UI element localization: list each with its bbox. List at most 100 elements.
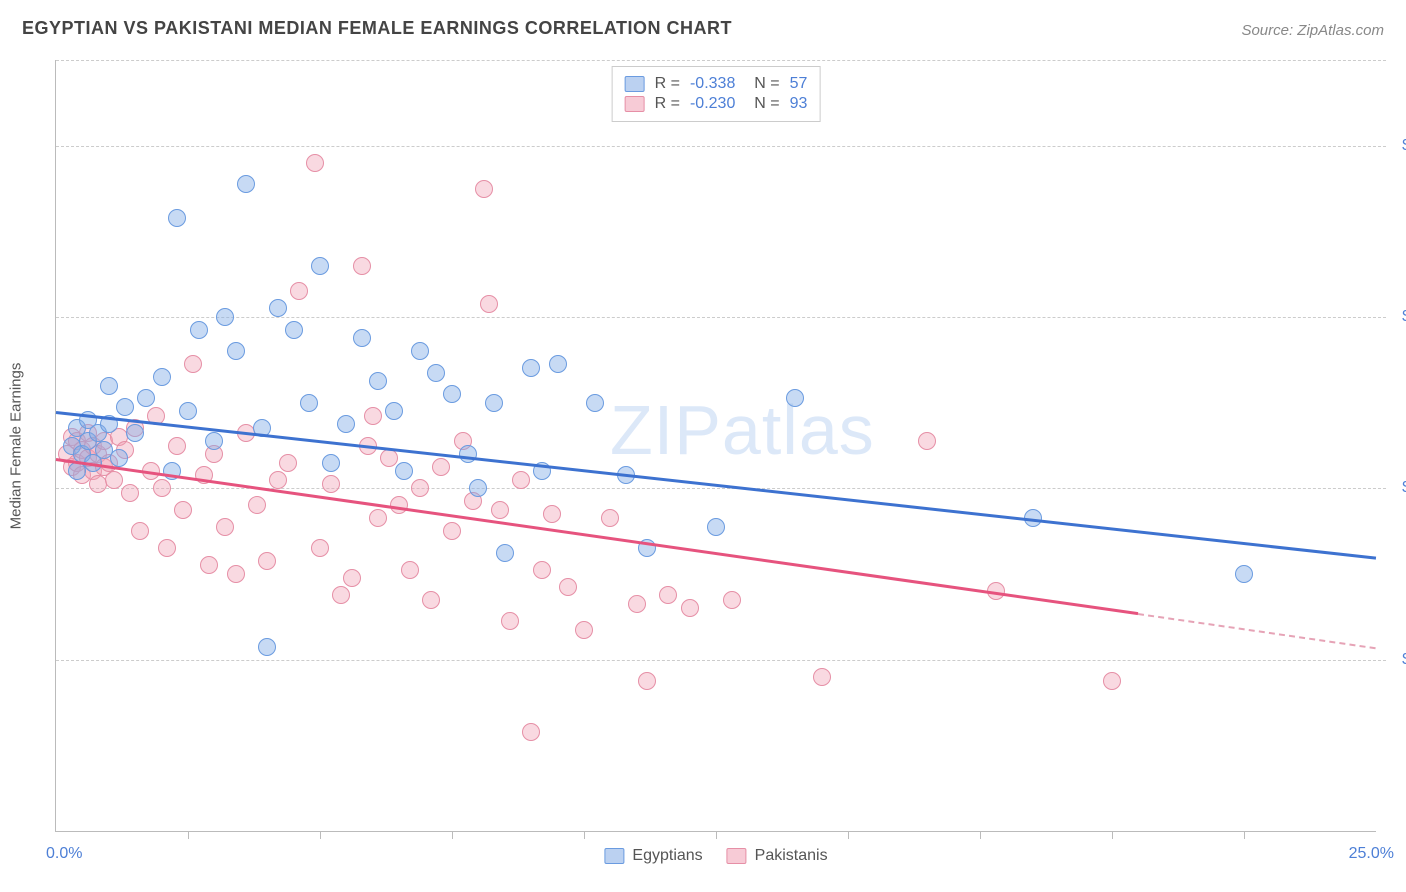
data-point (427, 364, 445, 382)
data-point (337, 415, 355, 433)
x-tick (584, 831, 585, 839)
pakistanis-swatch-icon (727, 848, 747, 864)
data-point (332, 586, 350, 604)
egyptians-swatch-icon (604, 848, 624, 864)
y-tick-label: $20,000 (1402, 651, 1406, 669)
x-tick (188, 831, 189, 839)
data-point (322, 454, 340, 472)
corr-row-egyptians: R = -0.338 N = 57 (625, 75, 808, 93)
data-point (205, 432, 223, 450)
x-max-label: 25.0% (1349, 845, 1394, 863)
data-point (353, 329, 371, 347)
data-point (443, 522, 461, 540)
data-point (227, 342, 245, 360)
egyptians-n-value: 57 (790, 75, 808, 93)
data-point (401, 561, 419, 579)
data-point (475, 180, 493, 198)
x-tick (848, 831, 849, 839)
legend-item-egyptians: Egyptians (604, 847, 702, 865)
data-point (290, 282, 308, 300)
data-point (601, 509, 619, 527)
data-point (586, 394, 604, 412)
data-point (153, 479, 171, 497)
scatter-chart: Median Female Earnings $20,000$40,000$60… (55, 60, 1376, 832)
data-point (322, 475, 340, 493)
corr-row-pakistanis: R = -0.230 N = 93 (625, 95, 808, 113)
x-tick (1244, 831, 1245, 839)
data-point (411, 342, 429, 360)
data-point (522, 359, 540, 377)
data-point (131, 522, 149, 540)
chart-title: EGYPTIAN VS PAKISTANI MEDIAN FEMALE EARN… (22, 18, 732, 39)
data-point (628, 595, 646, 613)
data-point (190, 321, 208, 339)
data-point (269, 471, 287, 489)
data-point (105, 471, 123, 489)
data-point (343, 569, 361, 587)
data-point (543, 505, 561, 523)
data-point (659, 586, 677, 604)
data-point (575, 621, 593, 639)
data-point (512, 471, 530, 489)
data-point (380, 449, 398, 467)
data-point (501, 612, 519, 630)
legend-label: Egyptians (632, 847, 702, 865)
pakistanis-n-value: 93 (790, 95, 808, 113)
data-point (110, 449, 128, 467)
data-point (126, 424, 144, 442)
gridline (56, 317, 1386, 318)
egyptians-r-value: -0.338 (690, 75, 735, 93)
data-point (168, 209, 186, 227)
gridline (56, 146, 1386, 147)
series-legend: Egyptians Pakistanis (604, 847, 827, 865)
data-point (364, 407, 382, 425)
data-point (279, 454, 297, 472)
n-label: N = (745, 75, 779, 93)
data-point (184, 355, 202, 373)
data-point (311, 257, 329, 275)
pakistanis-r-value: -0.230 (690, 95, 735, 113)
data-point (137, 389, 155, 407)
data-point (258, 552, 276, 570)
correlation-legend: R = -0.338 N = 57 R = -0.230 N = 93 (612, 66, 821, 122)
x-tick (716, 831, 717, 839)
chart-header: EGYPTIAN VS PAKISTANI MEDIAN FEMALE EARN… (0, 0, 1406, 49)
data-point (1103, 672, 1121, 690)
y-tick-label: $80,000 (1402, 137, 1406, 155)
r-label: R = (655, 75, 680, 93)
data-point (216, 518, 234, 536)
data-point (813, 668, 831, 686)
data-point (443, 385, 461, 403)
data-point (116, 398, 134, 416)
data-point (121, 484, 139, 502)
data-point (918, 432, 936, 450)
data-point (369, 372, 387, 390)
data-point (469, 479, 487, 497)
regression-line (56, 458, 1139, 615)
x-tick (320, 831, 321, 839)
data-point (395, 462, 413, 480)
chart-source: Source: ZipAtlas.com (1241, 22, 1384, 39)
data-point (533, 561, 551, 579)
pakistanis-swatch-icon (625, 96, 645, 112)
data-point (549, 355, 567, 373)
data-point (100, 377, 118, 395)
data-point (179, 402, 197, 420)
y-tick-label: $40,000 (1402, 479, 1406, 497)
data-point (432, 458, 450, 476)
legend-item-pakistanis: Pakistanis (727, 847, 828, 865)
x-tick (1112, 831, 1113, 839)
data-point (1235, 565, 1253, 583)
data-point (174, 501, 192, 519)
data-point (200, 556, 218, 574)
data-point (559, 578, 577, 596)
y-tick-label: $60,000 (1402, 308, 1406, 326)
data-point (311, 539, 329, 557)
data-point (269, 299, 287, 317)
data-point (353, 257, 371, 275)
data-point (158, 539, 176, 557)
data-point (285, 321, 303, 339)
data-point (638, 672, 656, 690)
data-point (422, 591, 440, 609)
x-tick (452, 831, 453, 839)
